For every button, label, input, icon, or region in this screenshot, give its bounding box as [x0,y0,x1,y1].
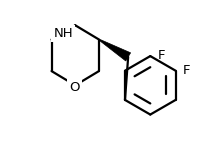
Text: O: O [69,81,80,94]
Text: NH: NH [54,27,73,40]
Text: F: F [183,64,190,77]
Text: F: F [157,49,165,62]
Polygon shape [99,39,131,61]
